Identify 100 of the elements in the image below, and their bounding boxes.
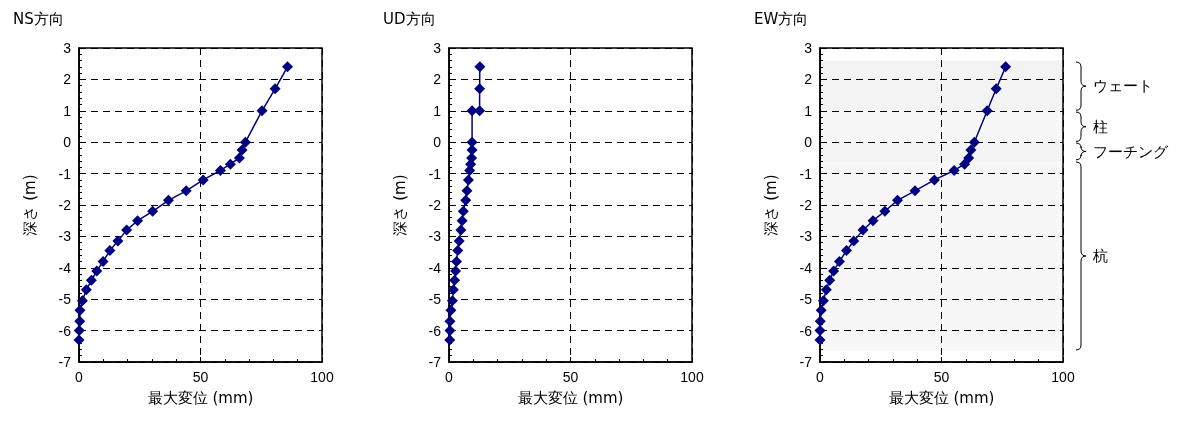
y-tick-label: -5 bbox=[58, 291, 72, 308]
y-axis-title: 深さ (m) bbox=[20, 174, 39, 236]
point bbox=[452, 245, 464, 257]
y-tick-label: -6 bbox=[799, 322, 813, 339]
point bbox=[132, 215, 144, 227]
point bbox=[74, 304, 86, 316]
point bbox=[236, 144, 248, 156]
chart-title: NS方向 bbox=[13, 9, 64, 28]
y-tick-label: -1 bbox=[428, 165, 442, 182]
point bbox=[121, 224, 133, 236]
y-axis-title: 深さ (m) bbox=[761, 174, 780, 236]
point bbox=[833, 256, 845, 268]
point bbox=[474, 61, 486, 73]
y-tick-label: -2 bbox=[428, 197, 442, 213]
point bbox=[104, 245, 116, 257]
y-tick-label: 0 bbox=[433, 134, 442, 151]
y-tick-label: -6 bbox=[428, 322, 442, 339]
point bbox=[97, 256, 109, 268]
point bbox=[857, 224, 869, 236]
y-tick-label: -3 bbox=[58, 228, 72, 245]
y-tick-label: -5 bbox=[428, 291, 442, 308]
point bbox=[959, 158, 971, 170]
point bbox=[981, 105, 993, 117]
x-tick-label: 100 bbox=[310, 369, 334, 385]
point bbox=[450, 265, 462, 277]
y-tick-label: -2 bbox=[58, 197, 72, 213]
point bbox=[840, 245, 852, 257]
point bbox=[814, 315, 826, 327]
chart-title: EW方向 bbox=[754, 9, 809, 28]
y-tick-label: -1 bbox=[58, 165, 72, 182]
point bbox=[848, 235, 860, 247]
x-axis-title: 最大変位 (mm) bbox=[147, 388, 254, 407]
point bbox=[965, 144, 977, 156]
point bbox=[815, 304, 827, 316]
point bbox=[892, 194, 904, 206]
point bbox=[461, 185, 473, 197]
point bbox=[817, 295, 829, 307]
point bbox=[474, 105, 486, 117]
point bbox=[85, 274, 97, 286]
point bbox=[824, 274, 836, 286]
point bbox=[451, 256, 463, 268]
point bbox=[269, 83, 281, 95]
point bbox=[447, 284, 459, 296]
y-tick-label: -3 bbox=[799, 228, 813, 245]
y-tick-label: 1 bbox=[433, 102, 442, 119]
x-tick-label: 100 bbox=[680, 369, 704, 385]
point bbox=[928, 174, 940, 186]
point bbox=[814, 334, 826, 346]
y-tick-label: 0 bbox=[804, 134, 813, 151]
point bbox=[214, 164, 226, 176]
point bbox=[444, 325, 456, 337]
y-tick-label: -7 bbox=[58, 354, 72, 370]
point bbox=[444, 334, 456, 346]
x-tick-label: 0 bbox=[816, 369, 825, 385]
y-tick-label: 2 bbox=[433, 71, 442, 88]
y-tick-label: 1 bbox=[804, 102, 813, 119]
point bbox=[73, 325, 85, 337]
y-tick-label: 3 bbox=[63, 40, 72, 56]
y-tick-label: -6 bbox=[58, 322, 72, 339]
y-tick-label: -5 bbox=[799, 291, 813, 308]
x-tick-label: 50 bbox=[192, 369, 209, 385]
y-tick-label: -2 bbox=[799, 197, 813, 213]
point bbox=[449, 274, 461, 286]
point bbox=[445, 304, 457, 316]
point bbox=[233, 152, 245, 164]
y-tick-label: -4 bbox=[428, 259, 442, 276]
chart-title: UD方向 bbox=[383, 9, 436, 28]
y-tick-label: 2 bbox=[804, 71, 813, 88]
point bbox=[197, 174, 209, 186]
point bbox=[76, 295, 88, 307]
point bbox=[828, 265, 840, 277]
point bbox=[462, 174, 474, 186]
point bbox=[162, 194, 174, 206]
point bbox=[91, 265, 103, 277]
point bbox=[474, 83, 486, 95]
x-tick-label: 0 bbox=[445, 369, 454, 385]
point bbox=[457, 205, 469, 217]
point bbox=[112, 235, 124, 247]
point bbox=[820, 284, 832, 296]
y-tick-label: -1 bbox=[799, 165, 813, 182]
point bbox=[73, 334, 85, 346]
point bbox=[968, 136, 980, 148]
y-tick-label: 3 bbox=[804, 40, 813, 56]
y-tick-label: 3 bbox=[433, 40, 442, 56]
point bbox=[453, 235, 465, 247]
x-tick-label: 50 bbox=[562, 369, 579, 385]
point bbox=[990, 83, 1002, 95]
point bbox=[963, 152, 975, 164]
y-tick-label: -3 bbox=[428, 228, 442, 245]
x-tick-label: 100 bbox=[1051, 369, 1075, 385]
x-axis-title: 最大変位 (mm) bbox=[888, 388, 995, 407]
point bbox=[948, 164, 960, 176]
band-label: 杭 bbox=[1093, 246, 1108, 266]
point bbox=[74, 315, 86, 327]
point bbox=[455, 224, 467, 236]
point bbox=[147, 205, 159, 217]
point bbox=[256, 105, 268, 117]
y-tick-label: -4 bbox=[799, 259, 813, 276]
y-tick-label: 0 bbox=[63, 134, 72, 151]
y-tick-label: 2 bbox=[63, 71, 72, 88]
